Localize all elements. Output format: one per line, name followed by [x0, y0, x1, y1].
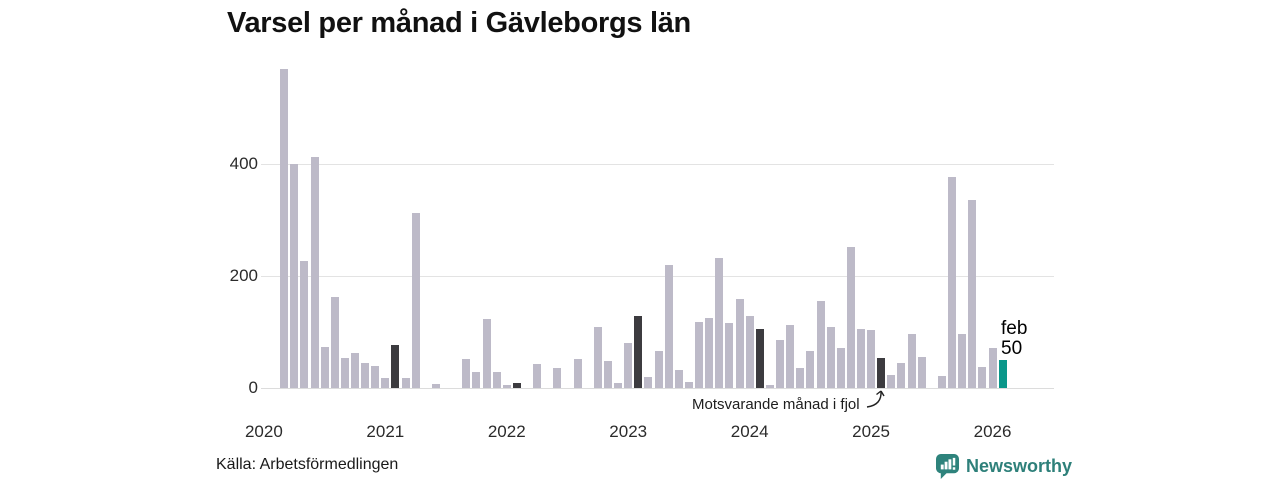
bar-2023-09	[705, 318, 714, 388]
bar-2020-10	[350, 352, 359, 388]
current-month-value: 50	[1001, 338, 1023, 359]
bar-2025-06	[917, 357, 926, 388]
x-axis-year-label-2024: 2024	[730, 422, 769, 441]
bar-2021-03	[401, 378, 410, 388]
bar-2025-05	[907, 334, 916, 388]
x-axis-year-label-2023: 2023	[609, 422, 648, 441]
bar-2020-07	[320, 347, 329, 388]
bar-2021-12	[492, 371, 501, 388]
bar-2021-01	[381, 377, 390, 388]
x-axis-year-label-2020: 2020	[244, 422, 283, 441]
bar-2022-10	[593, 326, 602, 388]
bar-2022-08	[573, 358, 582, 388]
bar-2023-08	[695, 322, 704, 388]
bar-2025-09	[948, 177, 957, 388]
bar-2024-11	[846, 246, 855, 388]
same-month-last-year-annotation: Motsvarande månad i fjol	[692, 396, 860, 413]
bar-2025-12	[978, 366, 987, 388]
bar-2021-04	[411, 213, 420, 388]
gridline-y-0	[261, 388, 1054, 389]
bar-2025-08	[937, 376, 946, 388]
bar-2023-05	[664, 265, 673, 388]
bar-2023-07	[684, 382, 693, 388]
bar-2023-01	[624, 343, 633, 388]
newsworthy-brand: Newsworthy	[936, 453, 1072, 479]
bar-2020-04	[290, 164, 299, 388]
bar-2024-12	[856, 329, 865, 388]
bar-2025-04	[897, 363, 906, 388]
bar-2020-06	[310, 157, 319, 388]
bar-2025-10	[958, 333, 967, 388]
bar-2023-12	[735, 299, 744, 388]
bar-2022-11	[603, 361, 612, 388]
bar-2022-02	[512, 382, 521, 388]
bar-2024-02	[755, 329, 764, 388]
bar-2024-08	[816, 300, 825, 388]
current-month-name: feb	[1001, 318, 1028, 339]
bar-2025-03	[887, 375, 896, 388]
y-axis-tick-label: 400	[229, 154, 258, 174]
bar-2025-11	[968, 199, 977, 388]
bar-2020-05	[300, 261, 309, 388]
bar-2020-12	[371, 366, 380, 388]
bar-2023-06	[674, 369, 683, 388]
source-attribution: Källa: Arbetsförmedlingen	[216, 456, 399, 473]
bar-2023-03	[644, 377, 653, 388]
bar-2021-10	[472, 371, 481, 388]
bar-2021-11	[482, 319, 491, 388]
chart-title: Varsel per månad i Gävleborgs län	[227, 7, 691, 39]
y-axis-tick-label: 200	[229, 266, 258, 286]
bar-2026-01	[988, 347, 997, 388]
x-axis-year-label-2025: 2025	[852, 422, 890, 441]
bar-2025-02	[877, 358, 886, 388]
bar-2020-03	[280, 69, 289, 388]
gridline-y-200	[261, 276, 1054, 278]
bar-2023-04	[654, 350, 663, 388]
gridline-y-400	[261, 164, 1054, 166]
bar-2024-06	[796, 367, 805, 388]
bar-2020-08	[330, 297, 339, 388]
bar-2024-09	[826, 327, 835, 388]
x-axis-year-label-2022: 2022	[487, 422, 526, 441]
bar-2024-01	[745, 315, 754, 388]
bar-2025-01	[867, 330, 876, 388]
y-axis-tick-label: 0	[248, 378, 258, 397]
bar-2023-11	[725, 323, 734, 388]
bar-2022-12	[614, 382, 623, 388]
bar-2024-05	[786, 325, 795, 388]
bar-2021-09	[462, 358, 471, 388]
bar-2020-09	[340, 357, 349, 388]
bar-2024-10	[836, 348, 845, 388]
bar-2020-11	[361, 363, 370, 388]
current-month-value-label: feb 50	[1001, 319, 1027, 359]
bar-2026-02	[998, 360, 1007, 388]
bar-2021-02	[391, 344, 400, 388]
bar-2022-06	[553, 368, 562, 388]
bar-2022-04	[533, 363, 542, 388]
newsworthy-brand-name: Newsworthy	[966, 455, 1073, 476]
x-axis-year-label-2021: 2021	[366, 422, 405, 441]
newsworthy-logo-icon	[936, 453, 959, 479]
bar-2024-04	[776, 340, 785, 388]
bar-2022-01	[502, 385, 511, 388]
bar-2023-10	[715, 257, 724, 388]
bar-2024-03	[765, 385, 774, 388]
annotation-arrow-icon	[866, 390, 885, 408]
bar-2023-02	[634, 315, 643, 388]
bar-2021-06	[431, 383, 440, 388]
bar-2024-07	[806, 350, 815, 388]
x-axis-year-label-2026: 2026	[973, 422, 1012, 441]
